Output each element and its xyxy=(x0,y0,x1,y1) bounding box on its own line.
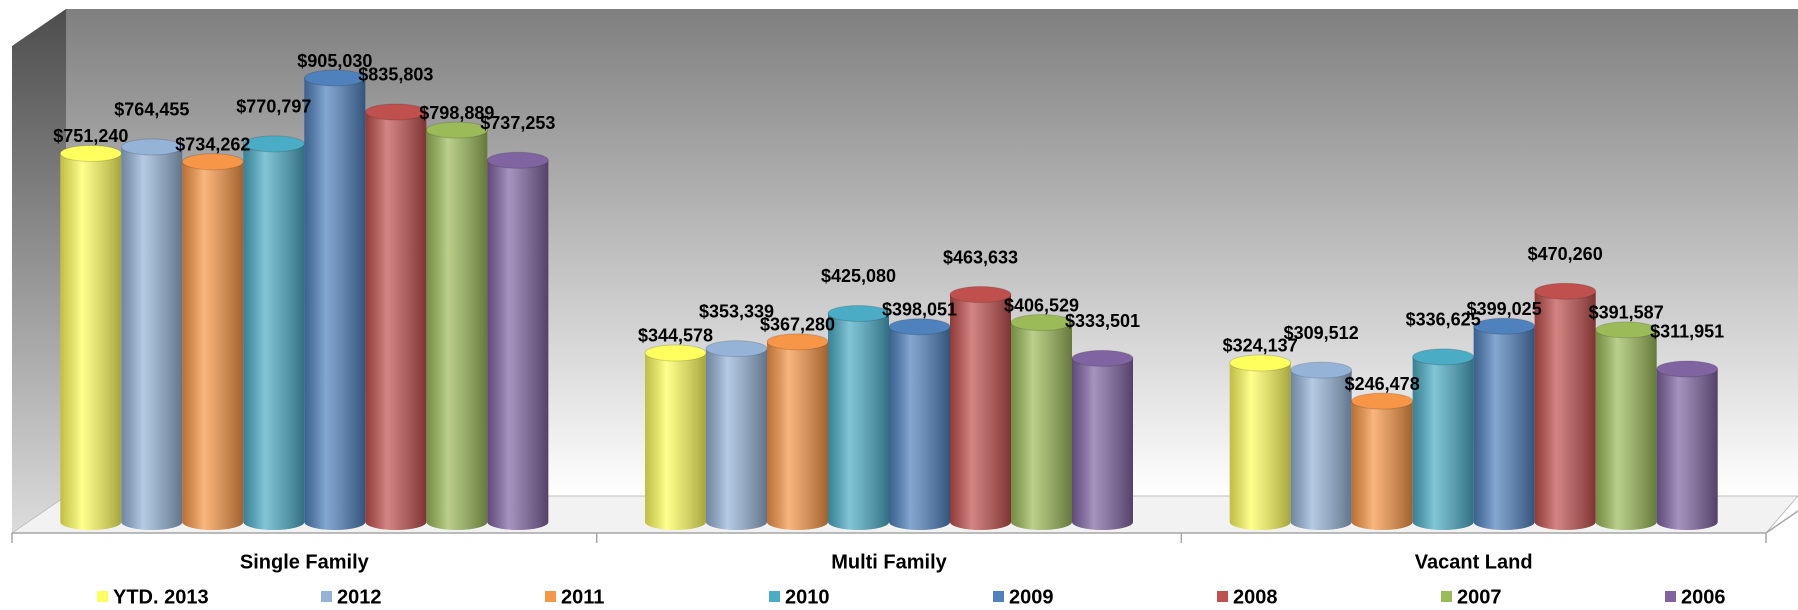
legend-label: 2012 xyxy=(337,586,382,608)
legend-swatch xyxy=(545,591,556,602)
bar-shade xyxy=(645,352,706,530)
bar-top xyxy=(827,304,890,322)
data-label: $905,030 xyxy=(297,51,372,71)
data-label: $246,478 xyxy=(1345,374,1420,394)
bar-top xyxy=(1412,348,1475,366)
x-tick-label: Single Family xyxy=(240,551,370,573)
bar-shade xyxy=(1534,291,1596,530)
bar-top xyxy=(949,286,1012,304)
bar-shade xyxy=(828,313,889,530)
bar-shade xyxy=(1072,358,1133,530)
data-label: $324,137 xyxy=(1223,336,1298,356)
legend-swatch xyxy=(769,591,780,602)
bar-top xyxy=(1656,360,1719,378)
bar-top xyxy=(1534,282,1597,300)
bar-top xyxy=(1010,314,1073,332)
bar-top xyxy=(766,333,829,351)
data-label: $353,339 xyxy=(699,301,774,321)
bar-shade xyxy=(1412,356,1474,530)
data-label: $344,578 xyxy=(638,326,713,346)
data-label: $399,025 xyxy=(1467,299,1542,319)
bar-top xyxy=(486,151,549,169)
legend-label: 2008 xyxy=(1233,586,1278,608)
bar-shade xyxy=(182,161,244,530)
bar-shade xyxy=(1351,401,1413,530)
bar-shade xyxy=(1656,368,1718,530)
data-label: $406,529 xyxy=(1004,295,1079,315)
x-tick-label: Multi Family xyxy=(831,551,947,573)
bar-shade xyxy=(365,111,427,531)
data-label: $751,240 xyxy=(53,126,128,146)
bar-top xyxy=(303,69,366,87)
legend-swatch xyxy=(1665,591,1676,602)
data-label: $470,260 xyxy=(1528,244,1603,264)
bar-top xyxy=(425,121,488,139)
data-label: $333,501 xyxy=(1065,311,1140,331)
bar-shade xyxy=(767,341,828,530)
bar-top xyxy=(1229,354,1292,372)
legend-label: 2006 xyxy=(1681,586,1726,608)
bar-top xyxy=(364,103,427,121)
bar-shade xyxy=(1011,322,1072,530)
bar-top xyxy=(1071,349,1134,367)
bar-top xyxy=(120,138,183,156)
bar-shade xyxy=(1290,370,1352,530)
data-label: $311,951 xyxy=(1650,322,1724,342)
floor-edge xyxy=(1765,510,1798,534)
bar-top xyxy=(242,135,305,153)
bar-shade xyxy=(1595,329,1657,530)
data-label: $367,280 xyxy=(760,315,835,335)
bar-shade xyxy=(889,326,950,530)
bar-shade xyxy=(426,130,488,530)
x-tick-label: Vacant Land xyxy=(1415,551,1533,573)
bar-top xyxy=(1290,361,1353,379)
legend-label: YTD. 2013 xyxy=(113,586,209,608)
data-label: $835,803 xyxy=(358,65,433,85)
legend-label: 2010 xyxy=(785,586,830,608)
data-label: $463,633 xyxy=(943,247,1018,267)
data-label: $309,512 xyxy=(1284,323,1359,343)
data-label: $391,587 xyxy=(1589,303,1664,323)
bar-top xyxy=(1473,317,1536,335)
bar-top xyxy=(644,344,707,362)
data-label: $798,889 xyxy=(419,103,494,123)
bar-shade xyxy=(121,146,183,530)
bar-shade xyxy=(243,143,305,530)
bar-shade xyxy=(304,78,366,530)
data-label: $336,625 xyxy=(1406,310,1481,330)
data-label: $734,262 xyxy=(175,135,250,155)
legend-swatch xyxy=(321,591,332,602)
legend-swatch xyxy=(97,591,108,602)
bar-shade xyxy=(950,294,1011,530)
bar-top xyxy=(888,318,951,336)
data-label: $770,797 xyxy=(236,97,311,117)
side-wall xyxy=(12,9,66,533)
legend-label: 2009 xyxy=(1009,586,1054,608)
bar-top xyxy=(59,144,122,162)
legend-swatch xyxy=(1441,591,1452,602)
bar-top xyxy=(1351,392,1414,410)
legend-swatch xyxy=(1217,591,1228,602)
bar-shade xyxy=(487,160,549,530)
bar-top xyxy=(181,153,244,171)
legend-label: 2007 xyxy=(1457,586,1502,608)
bar-top xyxy=(705,340,768,358)
bar-shade xyxy=(706,348,767,530)
data-label: $425,080 xyxy=(821,266,896,286)
bar-shade xyxy=(1473,326,1535,530)
bar-shade xyxy=(1229,362,1291,530)
bar-top xyxy=(1595,321,1658,339)
legend-swatch xyxy=(993,591,1004,602)
bar-shade xyxy=(60,153,122,530)
data-label: $398,051 xyxy=(882,299,957,319)
data-label: $737,253 xyxy=(480,113,555,133)
data-label: $764,455 xyxy=(114,100,189,120)
legend-label: 2011 xyxy=(561,586,604,608)
